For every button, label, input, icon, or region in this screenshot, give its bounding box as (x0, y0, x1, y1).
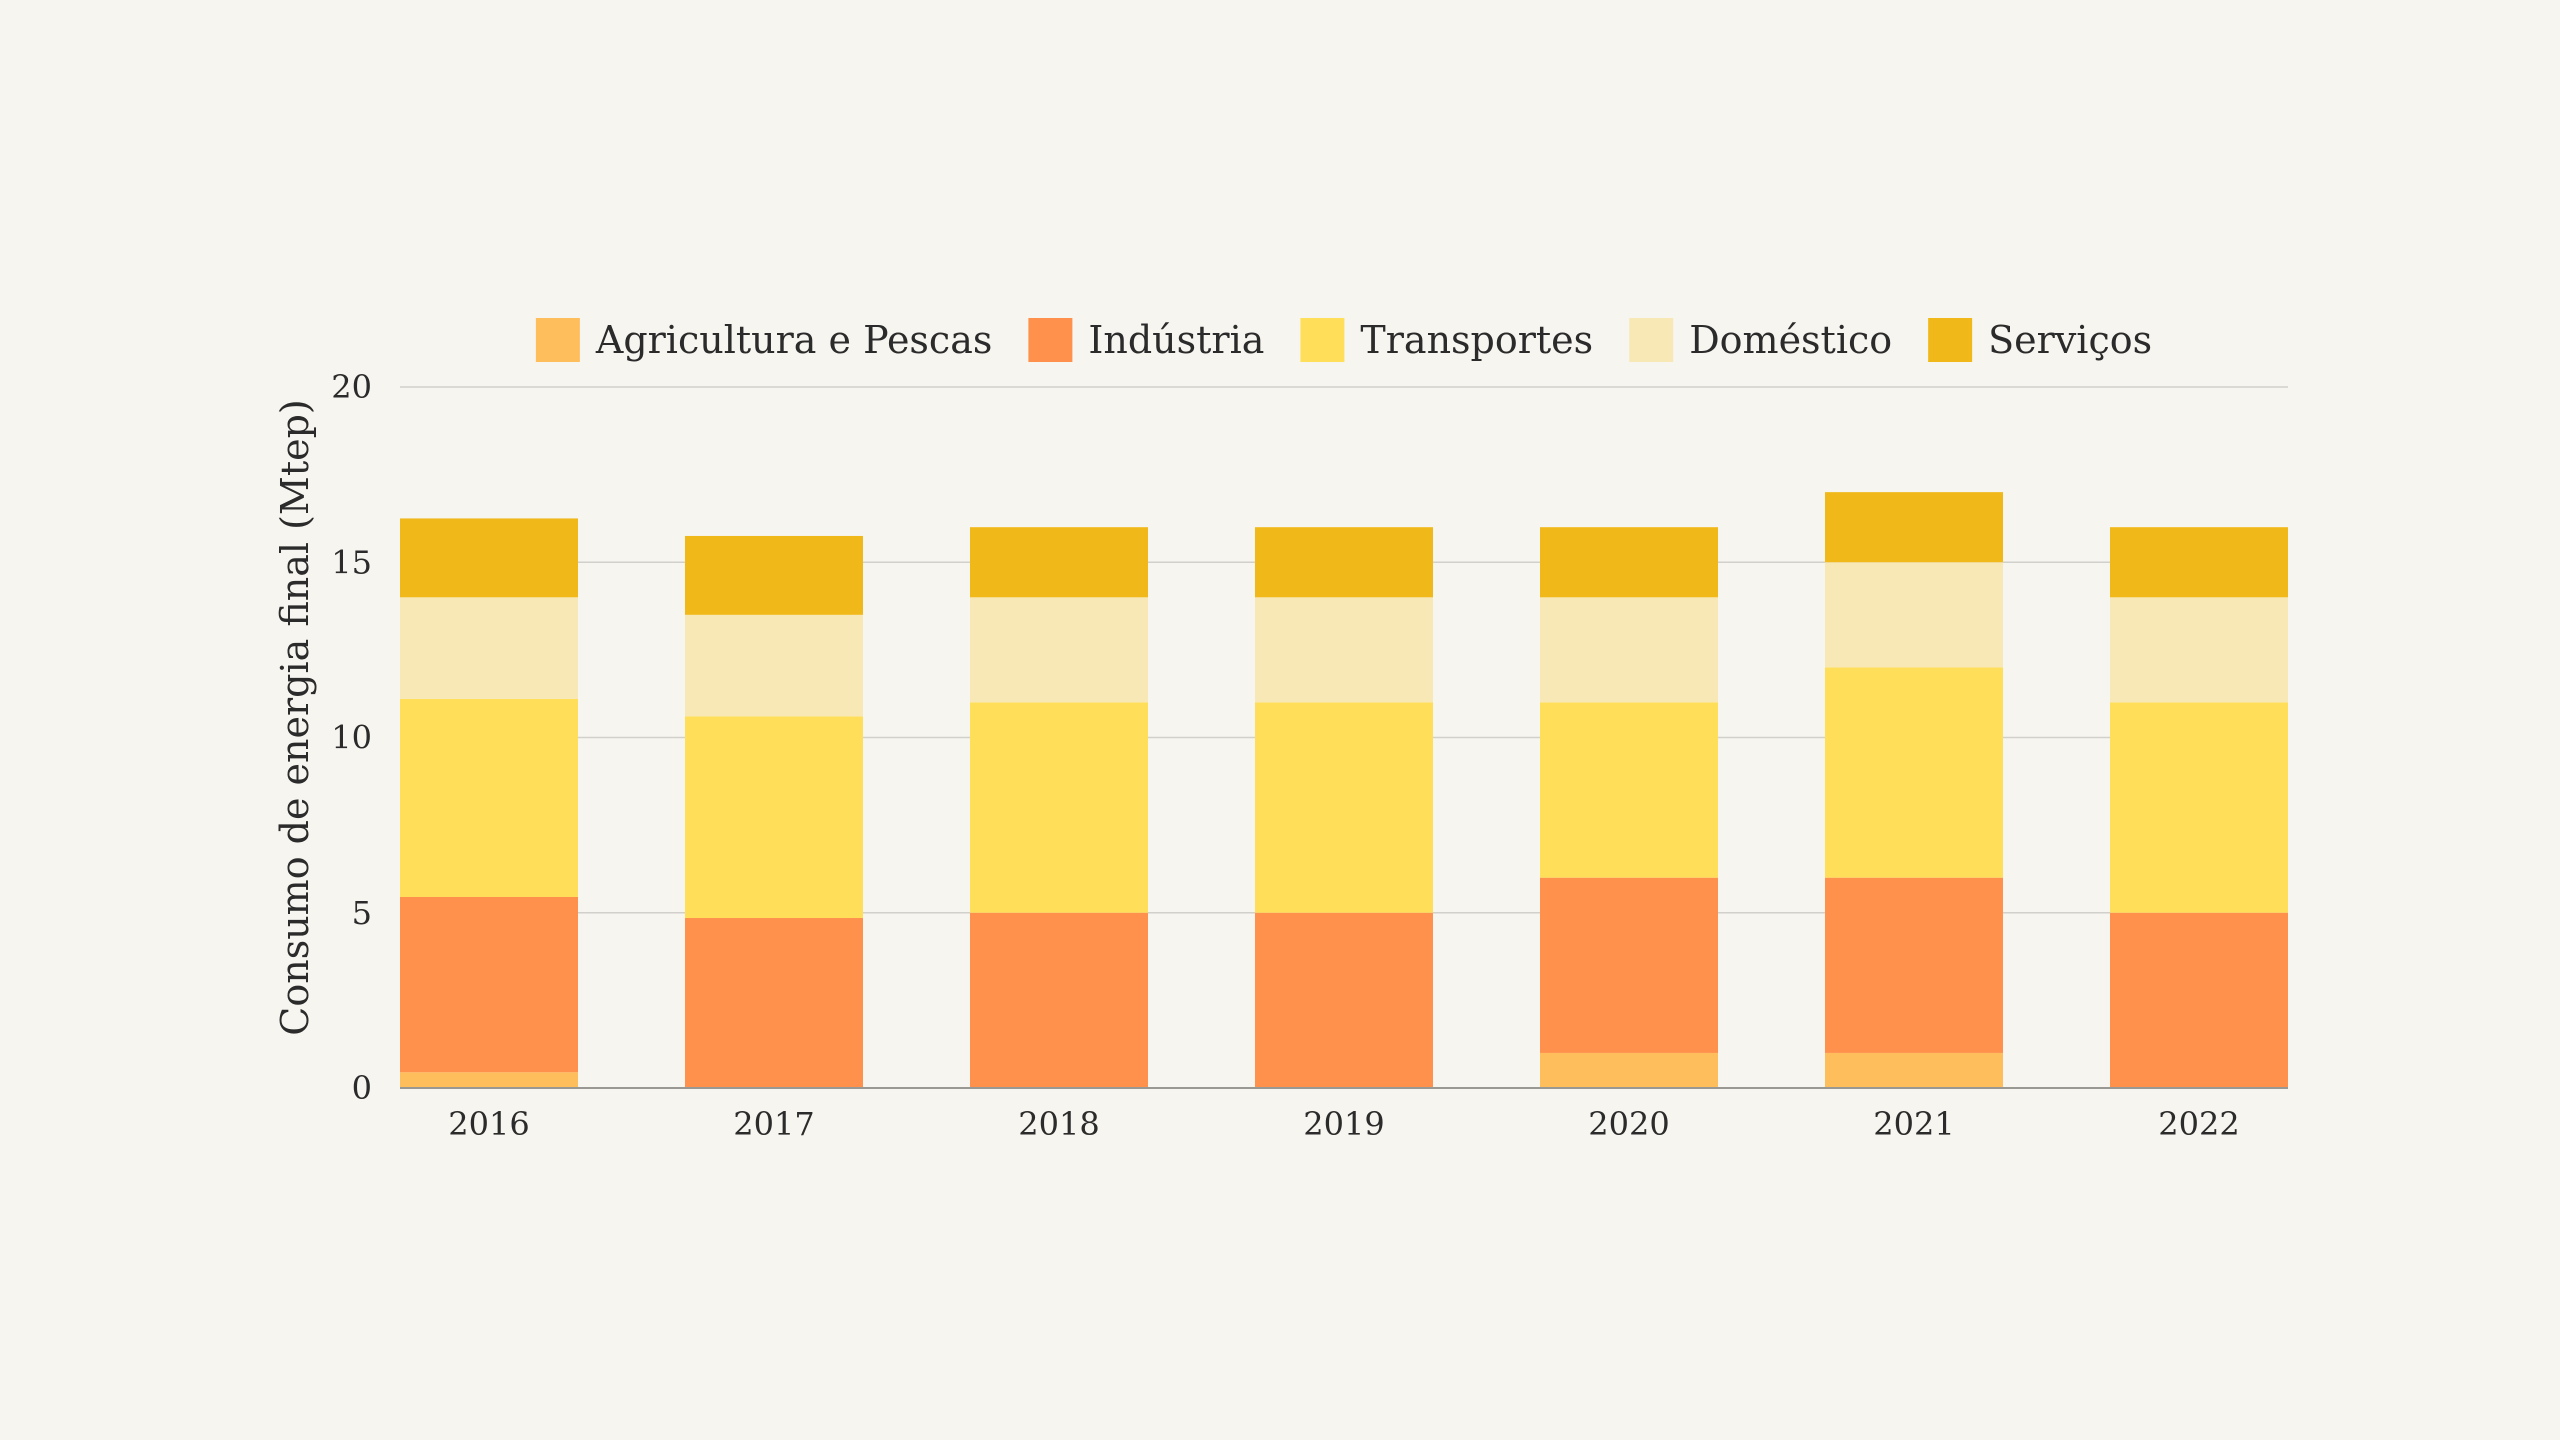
x-tick-label: 2022 (2158, 1105, 2239, 1143)
bar-stack-2022 (2110, 527, 2288, 1088)
bar-segment (1540, 702, 1718, 878)
bar-segment (1255, 702, 1433, 913)
bar-stack-2017 (685, 535, 863, 1088)
bar-stack-2016 (400, 518, 578, 1088)
bar-segment (1255, 912, 1433, 1088)
bar-segment (400, 896, 578, 1073)
bar-segment (2110, 527, 2288, 598)
legend-label: Transportes (1360, 318, 1593, 362)
legend-swatch (1629, 318, 1674, 362)
bar-segment (1825, 877, 2003, 1053)
bar-segment (685, 535, 863, 615)
bar-segment (400, 597, 578, 699)
bar-stack-2020 (1540, 527, 1718, 1088)
bars (400, 492, 2288, 1088)
legend-item: Serviços (1928, 318, 2152, 362)
x-tick-label: 2019 (1303, 1105, 1384, 1143)
bar-segment (685, 614, 863, 717)
chart-legend: Agricultura e Pescas Indústria Transportes… (535, 318, 2152, 362)
legend-label: Agricultura e Pescas (595, 318, 993, 362)
bar-segment (400, 1072, 578, 1088)
bar-segment (400, 518, 578, 598)
y-tick-label: 20 (331, 368, 372, 406)
legend-swatch (1028, 318, 1073, 362)
bar-segment (1255, 597, 1433, 703)
bar-stack-2019 (1255, 527, 1433, 1088)
bar-segment (1825, 562, 2003, 668)
bar-segment (1255, 527, 1433, 598)
y-tick-label: 0 (352, 1069, 372, 1107)
x-tick-label: 2020 (1588, 1105, 1669, 1143)
legend-item: Indústria (1028, 318, 1264, 362)
legend-label: Serviços (1988, 318, 2152, 362)
bar-segment (1825, 492, 2003, 563)
y-tick-label: 5 (352, 894, 372, 932)
bar-segment (1540, 597, 1718, 703)
legend-item: Agricultura e Pescas (535, 318, 993, 362)
y-tick-label: 10 (331, 719, 372, 757)
bar-segment (1540, 877, 1718, 1053)
bar-segment (970, 527, 1148, 598)
bar-segment (2110, 597, 2288, 703)
legend-item: Transportes (1300, 318, 1593, 362)
x-axis-ticks: 2016 2017 2018 2019 2020 2021 2022 (448, 1105, 2239, 1143)
y-tick-label: 15 (331, 543, 372, 581)
bar-segment (685, 716, 863, 919)
bar-segment (685, 918, 863, 1088)
legend-swatch (535, 318, 580, 362)
bar-segment (400, 698, 578, 897)
bar-segment (1540, 1052, 1718, 1088)
bar-segment (1540, 527, 1718, 598)
legend-label: Doméstico (1689, 318, 1892, 362)
bar-segment (1825, 1052, 2003, 1088)
bar-segment (970, 912, 1148, 1088)
bar-segment (1825, 667, 2003, 878)
bar-segment (970, 702, 1148, 913)
legend-label: Indústria (1088, 318, 1264, 362)
legend-swatch (1928, 318, 1973, 362)
bar-segment (2110, 702, 2288, 913)
x-tick-label: 2016 (448, 1105, 529, 1143)
x-tick-label: 2017 (733, 1105, 814, 1143)
y-axis-title: Consumo de energia final (Mtep) (273, 399, 317, 1035)
x-tick-label: 2018 (1018, 1105, 1099, 1143)
legend-item: Doméstico (1629, 318, 1892, 362)
bar-segment (2110, 912, 2288, 1088)
x-tick-label: 2021 (1873, 1105, 1954, 1143)
legend-swatch (1300, 318, 1345, 362)
bar-stack-2018 (970, 527, 1148, 1088)
y-axis-ticks: 0 5 10 15 20 (331, 368, 372, 1107)
bar-segment (970, 597, 1148, 703)
bar-stack-2021 (1825, 492, 2003, 1088)
